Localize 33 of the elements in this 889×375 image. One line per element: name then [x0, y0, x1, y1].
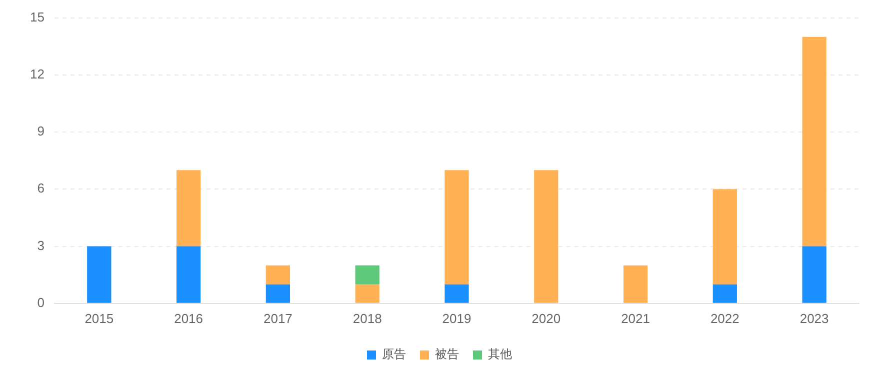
bar [176, 170, 201, 246]
x-tick-label: 2018 [352, 310, 382, 326]
bar [266, 284, 290, 303]
bar [87, 246, 112, 303]
bar [266, 265, 290, 284]
y-tick-label: 9 [37, 124, 44, 139]
legend-label: 原告 [382, 347, 406, 362]
x-tick-label: 2021 [621, 310, 650, 326]
bar [534, 170, 558, 303]
bar [712, 189, 737, 284]
bar [355, 265, 380, 284]
bar [802, 246, 826, 303]
y-tick-label: 0 [37, 294, 44, 310]
legend-label: 被告 [435, 347, 459, 362]
x-tick-label: 2019 [442, 310, 472, 326]
y-tick-label: 15 [30, 9, 44, 24]
x-tick-label: 2022 [710, 310, 740, 326]
bar [355, 284, 380, 303]
y-tick-label: 3 [37, 238, 44, 253]
legend-label: 其他 [488, 347, 512, 362]
bar [802, 36, 826, 246]
bar [712, 284, 737, 303]
bar [176, 246, 201, 303]
x-tick-label: 2015 [84, 310, 114, 326]
x-tick-label: 2023 [800, 310, 829, 326]
x-tick-label: 2016 [174, 310, 204, 326]
x-tick-label: 2017 [263, 310, 292, 326]
y-tick-label: 6 [37, 180, 44, 196]
bar [444, 170, 469, 284]
bar [623, 265, 648, 303]
x-tick-label: 2020 [532, 310, 561, 326]
y-tick-label: 12 [30, 66, 44, 82]
bar [444, 284, 469, 303]
